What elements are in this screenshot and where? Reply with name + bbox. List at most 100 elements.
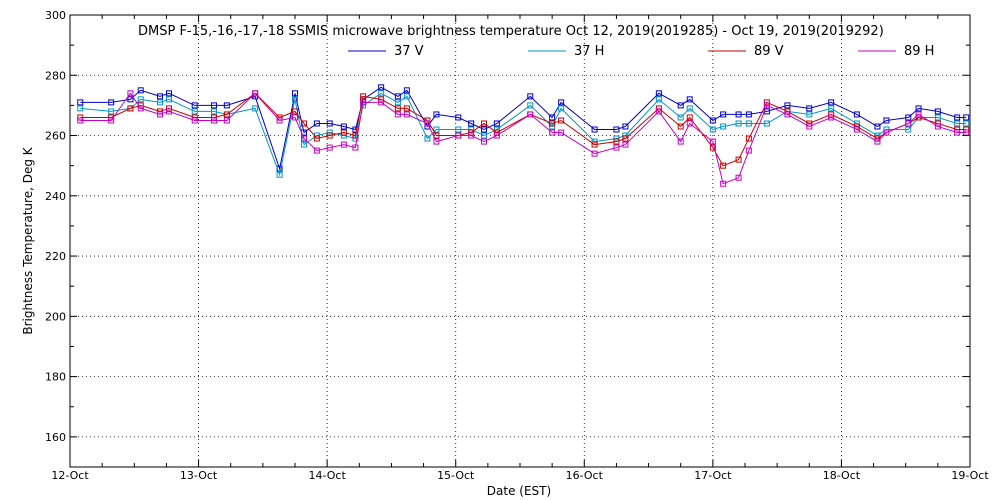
data-point xyxy=(455,114,462,121)
data-point xyxy=(806,123,813,130)
data-point xyxy=(424,135,431,142)
y-tick-label: 240 xyxy=(45,190,66,203)
data-point xyxy=(784,111,791,118)
data-point xyxy=(223,111,230,118)
legend-label: 37 V xyxy=(394,44,424,59)
data-point xyxy=(301,120,307,127)
data-point xyxy=(223,117,230,124)
data-point xyxy=(301,135,307,142)
data-point xyxy=(686,114,693,121)
data-point xyxy=(527,102,534,109)
data-point xyxy=(378,84,385,91)
data-point xyxy=(403,87,410,94)
y-tick-label: 280 xyxy=(45,69,66,82)
data-point xyxy=(352,135,359,142)
data-point xyxy=(403,111,410,118)
data-point xyxy=(326,144,333,151)
data-point xyxy=(883,129,890,136)
x-tick-label: 12-Oct xyxy=(51,469,89,482)
data-point xyxy=(591,141,598,148)
data-point xyxy=(276,171,283,178)
y-tick-label: 220 xyxy=(45,250,66,263)
data-point xyxy=(558,99,565,106)
data-point xyxy=(527,93,534,100)
data-point xyxy=(481,138,487,145)
data-point xyxy=(252,90,259,97)
data-point xyxy=(211,114,217,121)
data-point xyxy=(613,135,620,142)
data-point xyxy=(934,108,941,115)
axis-ticks: 160 180 200 220 240 260 280 300 12-Oct 13-Oct 14-O… xyxy=(45,9,989,482)
data-point xyxy=(468,120,475,127)
data-point xyxy=(166,108,172,115)
data-point xyxy=(954,114,961,121)
data-point xyxy=(166,96,172,103)
data-point xyxy=(276,117,283,124)
data-point xyxy=(211,102,217,109)
data-point xyxy=(127,105,134,112)
series-line xyxy=(80,92,967,177)
data-point xyxy=(340,129,347,136)
data-point xyxy=(394,105,401,112)
data-point xyxy=(108,117,115,124)
data-point xyxy=(963,114,970,121)
data-point xyxy=(394,111,401,118)
data-point xyxy=(709,138,716,145)
data-point xyxy=(905,114,912,121)
data-point xyxy=(433,138,440,145)
y-tick-label: 160 xyxy=(45,431,66,444)
data-point xyxy=(677,123,684,130)
data-point xyxy=(686,105,693,112)
data-point xyxy=(481,120,487,127)
data-point xyxy=(527,111,534,118)
data-point xyxy=(934,114,941,121)
data-point xyxy=(77,105,84,112)
data-point xyxy=(292,108,298,115)
data-point xyxy=(655,108,662,115)
data-point xyxy=(77,99,84,106)
y-tick-label: 260 xyxy=(45,130,66,143)
data-point xyxy=(137,87,144,94)
data-point xyxy=(378,90,385,97)
data-point xyxy=(709,126,716,133)
data-point xyxy=(433,126,440,133)
data-point xyxy=(622,123,629,130)
data-point xyxy=(108,99,115,106)
series-lines xyxy=(77,84,970,187)
data-point xyxy=(137,105,144,112)
data-point xyxy=(211,117,217,124)
data-point xyxy=(828,99,835,106)
y-tick-label: 180 xyxy=(45,371,66,384)
data-point xyxy=(191,102,198,109)
y-tick-label: 300 xyxy=(45,9,66,22)
data-point xyxy=(352,144,359,151)
data-point xyxy=(549,114,556,121)
data-point xyxy=(127,96,134,103)
data-point xyxy=(720,111,727,118)
data-point xyxy=(378,99,385,106)
data-point xyxy=(313,147,320,154)
x-tick-label: 18-Oct xyxy=(823,469,861,482)
x-tick-label: 14-Oct xyxy=(308,469,346,482)
data-point xyxy=(433,111,440,118)
data-point xyxy=(360,99,367,106)
data-point xyxy=(340,123,347,130)
x-tick-label: 13-Oct xyxy=(180,469,218,482)
data-point xyxy=(677,102,684,109)
data-point xyxy=(853,126,860,133)
data-point xyxy=(677,114,684,121)
data-point xyxy=(720,162,727,169)
data-point xyxy=(828,111,835,118)
data-point xyxy=(686,120,693,127)
data-point xyxy=(905,126,912,133)
data-point xyxy=(157,111,163,118)
data-point xyxy=(915,111,922,118)
data-point xyxy=(763,120,770,127)
legend-label: 89 H xyxy=(904,44,934,59)
data-point xyxy=(549,129,556,136)
data-point xyxy=(963,120,970,127)
data-point xyxy=(77,117,84,124)
data-point xyxy=(326,120,333,127)
data-point xyxy=(340,141,347,148)
data-point xyxy=(735,120,742,127)
